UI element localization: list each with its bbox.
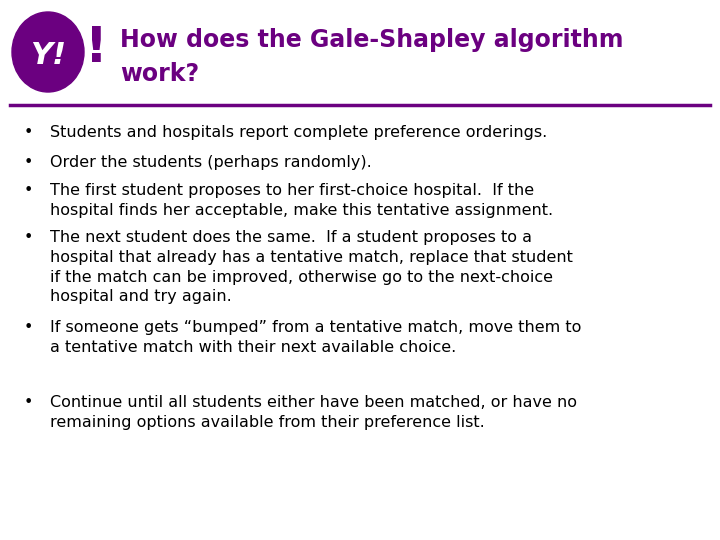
Text: If someone gets “bumped” from a tentative match, move them to
a tentative match : If someone gets “bumped” from a tentativ… (50, 320, 581, 355)
Text: •: • (23, 320, 32, 335)
Text: Students and hospitals report complete preference orderings.: Students and hospitals report complete p… (50, 125, 547, 140)
Text: The first student proposes to her first-choice hospital.  If the
hospital finds : The first student proposes to her first-… (50, 183, 553, 218)
Text: •: • (23, 125, 32, 140)
Text: How does the Gale-Shapley algorithm: How does the Gale-Shapley algorithm (120, 28, 624, 52)
Text: •: • (23, 395, 32, 410)
Text: Continue until all students either have been matched, or have no
remaining optio: Continue until all students either have … (50, 395, 577, 430)
Ellipse shape (12, 12, 84, 92)
Text: •: • (23, 155, 32, 170)
Text: work?: work? (120, 62, 199, 86)
Text: •: • (23, 230, 32, 245)
Text: •: • (23, 183, 32, 198)
Text: !: ! (85, 24, 107, 72)
Text: Order the students (perhaps randomly).: Order the students (perhaps randomly). (50, 155, 372, 170)
Text: Y!: Y! (30, 40, 66, 70)
Text: The next student does the same.  If a student proposes to a
hospital that alread: The next student does the same. If a stu… (50, 230, 573, 305)
